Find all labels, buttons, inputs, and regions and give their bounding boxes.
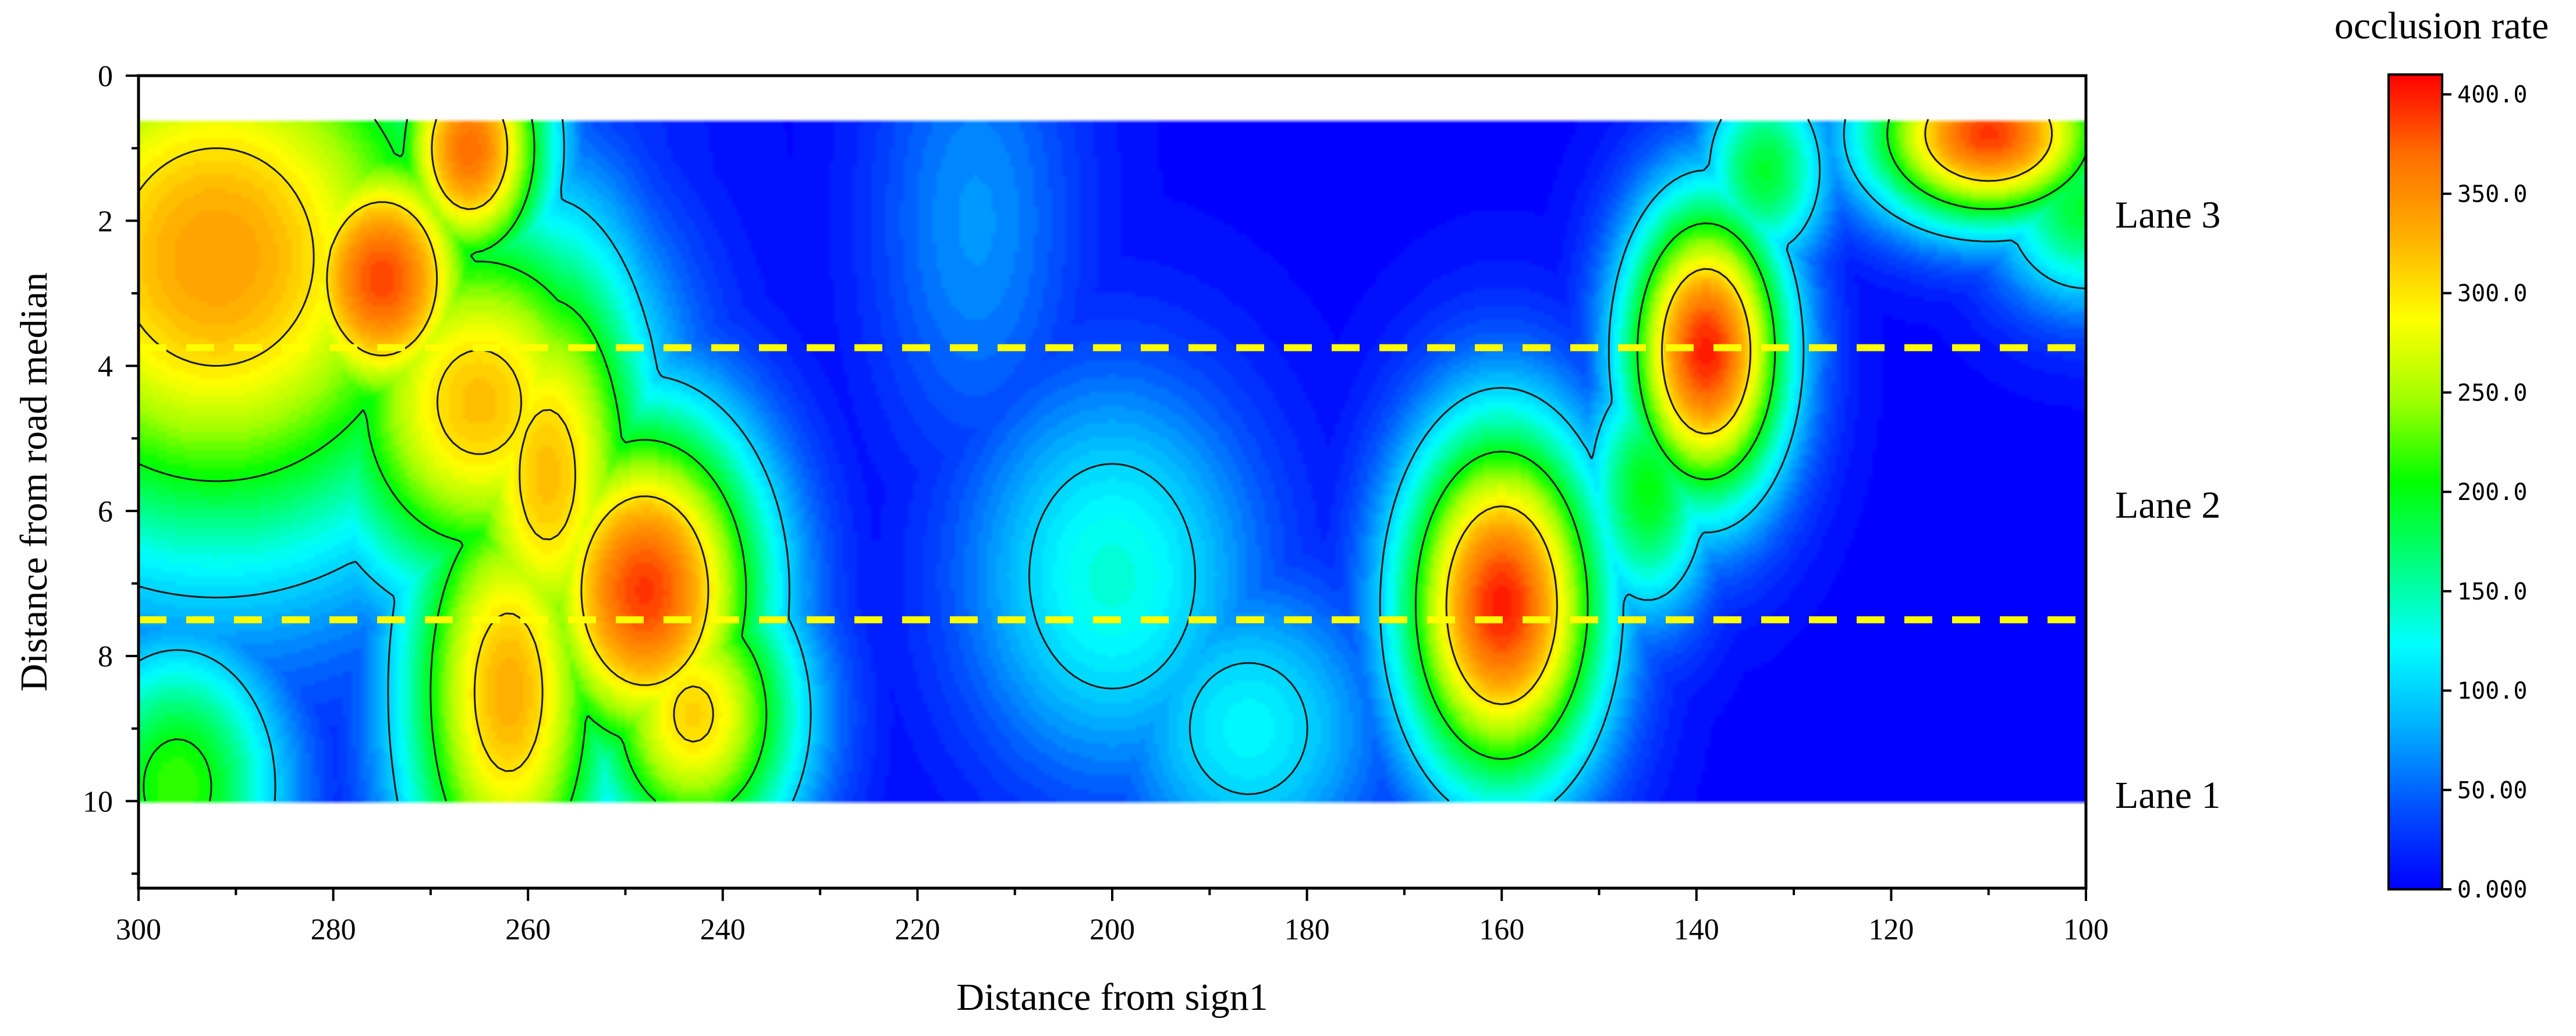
colorbar-tick-label: 200.0: [2457, 479, 2527, 506]
x-axis-title: Distance from sign1: [956, 976, 1268, 1019]
colorbar-tick-label: 350.0: [2457, 181, 2527, 208]
x-tick-label: 300: [116, 913, 161, 946]
colorbar-tick-label: 300.0: [2457, 281, 2527, 307]
y-tick-label: 2: [98, 205, 113, 238]
x-tick-label: 240: [700, 913, 746, 946]
colorbar-tick-label: 150.0: [2457, 579, 2527, 605]
colorbar-tick-label: 250.0: [2457, 379, 2527, 406]
y-axis-ticks: 0 2 4 6 8 10: [83, 60, 139, 875]
y-tick-label: 0: [98, 60, 113, 93]
lane-label: Lane 3: [2115, 194, 2220, 236]
y-tick-label: 10: [83, 785, 113, 818]
y-tick-label: 6: [98, 495, 113, 528]
contour-line-200: [139, 118, 2086, 802]
colorbar-tick-label: 50.00: [2457, 777, 2527, 804]
y-tick-label: 8: [98, 640, 113, 673]
colorbar-tick-label: 400.0: [2457, 81, 2527, 108]
x-tick-label: 100: [2063, 913, 2109, 946]
lane-lines: [139, 344, 2086, 623]
x-tick-label: 180: [1285, 913, 1330, 946]
lane-label: Lane 2: [2115, 484, 2220, 526]
colorbar-gradient: [2387, 73, 2443, 890]
colorbar-tick-label: 100.0: [2457, 678, 2527, 705]
colorbar-tick-label: 0.000: [2457, 877, 2527, 903]
heatmap-raster: [139, 76, 2086, 888]
x-axis-ticks: 300 280 260 240 220 200 180 160 140 120 100: [116, 888, 2109, 946]
colorbar-ticks: 0.000 50.00 100.0 150.0 200.0 250.0 300.0 350.0…: [2442, 81, 2527, 903]
x-tick-label: 160: [1479, 913, 1524, 946]
x-tick-label: 220: [895, 913, 940, 946]
y-axis-title: Distance from road median: [13, 272, 55, 691]
x-tick-label: 280: [311, 913, 356, 946]
x-tick-label: 120: [1868, 913, 1914, 946]
x-tick-label: 140: [1674, 913, 1719, 946]
contour-line-300: [139, 119, 2053, 772]
colorbar-title: occlusion rate: [2334, 5, 2549, 47]
y-tick-label: 4: [98, 350, 113, 384]
contour-lines: [139, 118, 2086, 802]
contour-line-100: [139, 119, 2086, 802]
lane-label: Lane 1: [2115, 774, 2220, 817]
x-tick-label: 200: [1090, 913, 1135, 946]
x-tick-label: 260: [505, 913, 551, 946]
lane-labels: Lane 3 Lane 2 Lane 1: [2115, 194, 2220, 817]
